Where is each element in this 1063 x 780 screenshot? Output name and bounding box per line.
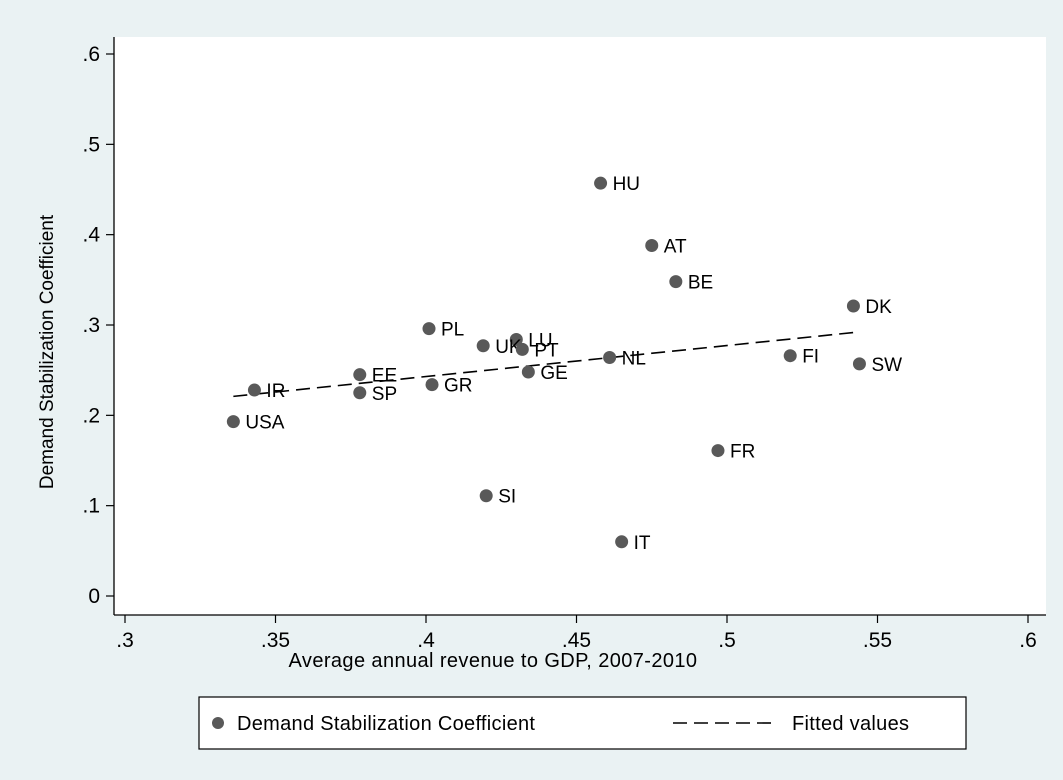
data-point-hu [594, 176, 608, 190]
x-tick-label: .6 [1019, 629, 1037, 652]
point-label-hu: HU [613, 174, 640, 195]
y-axis-ticks: 0 .1 .2 .3 .4 .5 .6 [82, 43, 114, 608]
point-label-dk: DK [865, 297, 892, 318]
data-point-nl [603, 351, 617, 365]
point-label-ee: EE [372, 366, 397, 387]
point-label-sw: SW [871, 355, 902, 376]
x-tick-label: .3 [116, 629, 134, 652]
x-axis-title: Average annual revenue to GDP, 2007-2010 [289, 650, 698, 672]
y-tick-label: .2 [82, 404, 100, 427]
legend-label-series-2: Fitted values [792, 713, 909, 735]
data-point-be [669, 275, 683, 289]
y-tick-label: 0 [88, 585, 100, 608]
point-label-lu: LU [528, 330, 552, 351]
data-point-sp [353, 386, 367, 400]
point-label-uk: UK [495, 337, 522, 358]
legend: Demand Stabilization Coefficient Fitted … [198, 696, 967, 750]
data-point-usa [226, 415, 240, 429]
point-label-it: IT [634, 533, 651, 554]
y-axis-title: Demand Stabilization Coefficient [37, 214, 58, 489]
x-axis-ticks: .3 .35 .4 .45 .5 .55 .6 [116, 615, 1037, 652]
x-tick-label: .45 [562, 629, 591, 652]
y-tick-label: .4 [82, 224, 100, 247]
data-point-lu [509, 332, 523, 346]
x-tick-label: .35 [261, 629, 290, 652]
data-point-fi [783, 349, 797, 363]
data-point-sw [852, 357, 866, 371]
point-label-sp: SP [372, 384, 397, 405]
point-label-be: BE [688, 273, 713, 294]
y-tick-label: .6 [82, 43, 100, 66]
point-label-ge: GE [540, 363, 567, 384]
x-tick-label: .5 [718, 629, 736, 652]
data-point-at [645, 239, 659, 253]
plot-region [114, 37, 1046, 615]
point-label-at: AT [664, 237, 687, 258]
legend-box [198, 696, 967, 750]
point-label-gr: GR [444, 376, 473, 397]
data-point-ge [521, 365, 535, 379]
data-point-fr [711, 444, 725, 458]
point-label-usa: USA [245, 413, 284, 434]
legend-marker-circle [212, 717, 224, 729]
data-point-uk [476, 339, 490, 353]
data-point-gr [425, 378, 439, 392]
data-point-dk [846, 299, 860, 313]
legend-label-series-1: Demand Stabilization Coefficient [237, 713, 535, 735]
point-label-pt: PT [534, 340, 559, 361]
point-label-si: SI [498, 487, 516, 508]
point-label-pl: PL [441, 320, 464, 341]
y-tick-label: .5 [82, 133, 100, 156]
point-label-fr: FR [730, 442, 755, 463]
x-tick-label: .4 [417, 629, 435, 652]
point-label-fi: FI [802, 347, 819, 368]
data-point-pt [515, 342, 529, 356]
data-point-si [479, 489, 493, 503]
x-tick-label: .55 [863, 629, 892, 652]
data-point-ir [247, 383, 261, 397]
data-point-ee [353, 368, 367, 382]
data-point-pl [422, 322, 436, 336]
y-tick-label: .1 [82, 495, 100, 518]
y-tick-label: .3 [82, 314, 100, 337]
point-label-nl: NL [622, 349, 646, 370]
data-point-it [615, 535, 629, 549]
point-label-ir: IR [266, 381, 285, 402]
